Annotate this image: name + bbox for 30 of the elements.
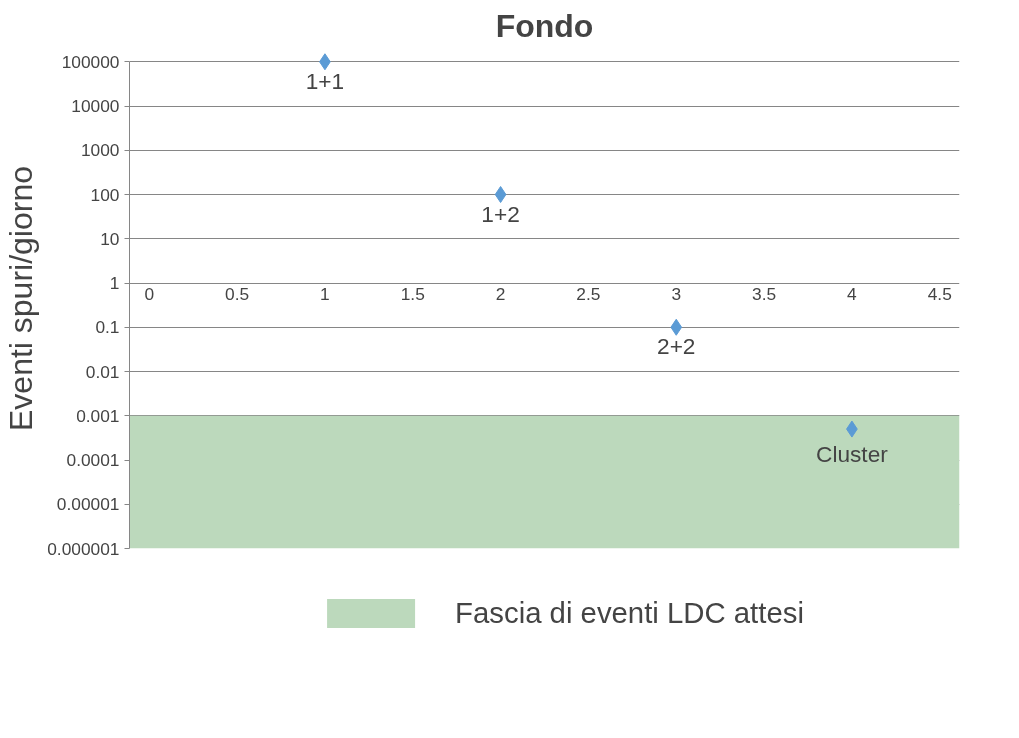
y-tick-label: 10000 bbox=[71, 96, 120, 117]
x-tick-label: 4.5 bbox=[927, 284, 952, 305]
y-tick-label: 0.01 bbox=[85, 361, 120, 382]
x-tick-label: 3 bbox=[671, 284, 682, 305]
chart-title: Fondo bbox=[495, 7, 594, 44]
point bbox=[670, 318, 683, 336]
x-tick-label: 2.5 bbox=[576, 284, 601, 305]
y-tick-label: 10 bbox=[100, 228, 120, 249]
x-tick-label: 3.5 bbox=[752, 284, 777, 305]
y-tick-label: 0.000001 bbox=[47, 538, 120, 559]
y-tick-label: 0.00001 bbox=[56, 494, 120, 515]
annotation: 1+2 bbox=[481, 200, 520, 227]
x-tick-label: 1.5 bbox=[400, 284, 425, 305]
x-tick-label: 0 bbox=[144, 284, 155, 305]
x-tick-label: 2 bbox=[495, 284, 506, 305]
legend-label: Fascia di eventi LDC attesi bbox=[455, 596, 804, 630]
y-tick-label: 0.1 bbox=[95, 317, 120, 338]
x-tick-label: 1 bbox=[320, 284, 330, 305]
y-tick-label: 1000 bbox=[80, 140, 120, 161]
annotation: 1+1 bbox=[305, 67, 345, 94]
y-axis-title: Eventi spuri/giorno bbox=[3, 165, 40, 432]
y-tick-label: 100 bbox=[90, 184, 120, 205]
x-tick-label: 4 bbox=[847, 284, 858, 305]
annotation: Cluster bbox=[816, 441, 889, 468]
x-tick-label: 0.5 bbox=[225, 284, 250, 305]
annotation: 2+2 bbox=[657, 333, 696, 360]
y-tick-label: 100000 bbox=[61, 51, 120, 72]
point bbox=[494, 186, 507, 204]
y-tick-label: 0.0001 bbox=[66, 450, 120, 470]
y-tick-label: 0.001 bbox=[76, 405, 120, 426]
